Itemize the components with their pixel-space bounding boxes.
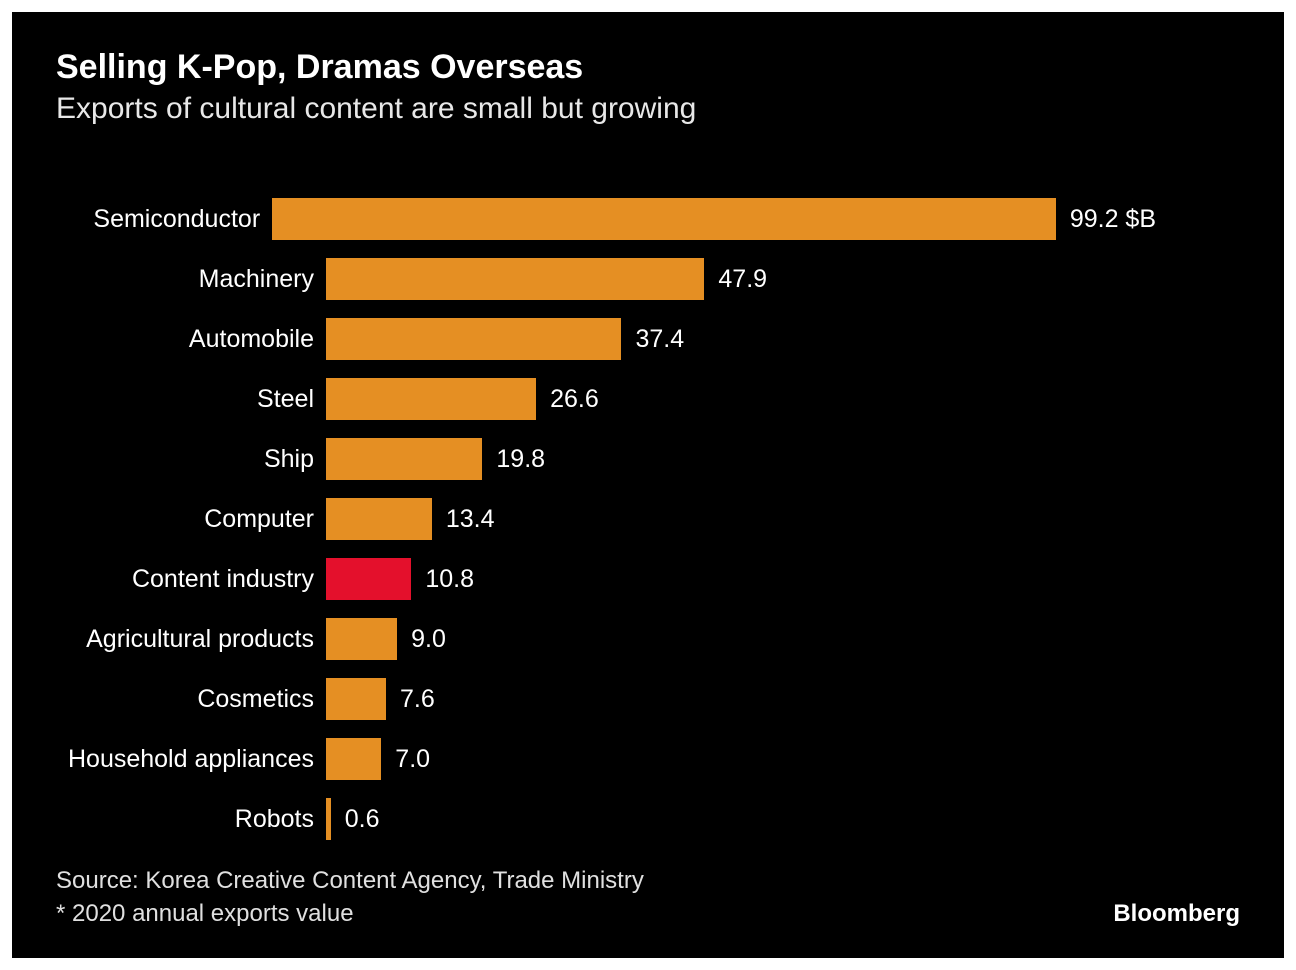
value-label: 7.6 [400,685,435,714]
bar-row: Robots 0.6 [56,793,1156,845]
category-label: Ship [56,445,326,474]
bar [326,558,411,600]
value-label: 19.8 [496,445,545,474]
category-label: Robots [56,805,326,834]
bar [326,378,536,420]
bar [326,498,432,540]
value-label: 26.6 [550,385,599,414]
bar [326,798,331,840]
bar-row: Household appliances 7.0 [56,733,1156,785]
chart-source: Source: Korea Creative Content Agency, T… [56,865,1240,897]
bar-area: 37.4 [326,313,1156,365]
bar-area: 47.9 [326,253,1156,305]
bar-area: 19.8 [326,433,1156,485]
bar [326,438,482,480]
category-label: Semiconductor [56,205,272,234]
bar-row: Ship 19.8 [56,433,1156,485]
bar [272,198,1056,240]
category-label: Computer [56,505,326,534]
bar-area: 10.8 [326,553,1156,605]
bar-row: Machinery 47.9 [56,253,1156,305]
bar-row: Agricultural products 9.0 [56,613,1156,665]
chart-plot-area: Semiconductor 99.2 $B Machinery 47.9 Automob… [56,193,1156,845]
bar-row: Computer 13.4 [56,493,1156,545]
bar-area: 13.4 [326,493,1156,545]
bar-area: 7.0 [326,733,1156,785]
value-label: 13.4 [446,505,495,534]
chart-title: Selling K-Pop, Dramas Overseas [56,48,1240,87]
chart-container: Selling K-Pop, Dramas Overseas Exports o… [12,12,1284,958]
bar-row: Steel 26.6 [56,373,1156,425]
brand-label: Bloomberg [1113,900,1240,928]
bar-row: Content industry 10.8 [56,553,1156,605]
value-label: 0.6 [345,805,380,834]
bar [326,738,381,780]
bar [326,618,397,660]
chart-note: * 2020 annual exports value [56,898,1240,930]
value-label: 99.2 $B [1070,205,1156,234]
value-label: 7.0 [395,745,430,774]
bar-area: 0.6 [326,793,1156,845]
category-label: Machinery [56,265,326,294]
category-label: Content industry [56,565,326,594]
value-label: 9.0 [411,625,446,654]
value-label: 37.4 [635,325,684,354]
value-label: 47.9 [718,265,767,294]
chart-subtitle: Exports of cultural content are small bu… [56,91,1240,127]
bar-area: 9.0 [326,613,1156,665]
category-label: Agricultural products [56,625,326,654]
bar [326,678,386,720]
bar [326,258,704,300]
bar [326,318,621,360]
value-label: 10.8 [425,565,474,594]
bar-row: Semiconductor 99.2 $B [56,193,1156,245]
category-label: Household appliances [56,745,326,774]
bar-area: 99.2 $B [272,193,1156,245]
bar-row: Automobile 37.4 [56,313,1156,365]
chart-footer: Source: Korea Creative Content Agency, T… [56,865,1240,930]
bar-area: 26.6 [326,373,1156,425]
category-label: Cosmetics [56,685,326,714]
bar-area: 7.6 [326,673,1156,725]
bar-row: Cosmetics 7.6 [56,673,1156,725]
category-label: Steel [56,385,326,414]
category-label: Automobile [56,325,326,354]
